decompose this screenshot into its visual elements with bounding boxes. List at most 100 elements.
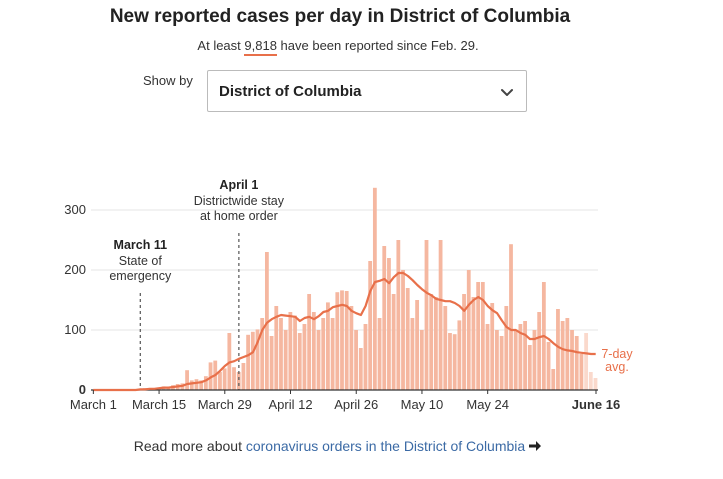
show-by-label: Show by (143, 73, 193, 88)
bar (551, 369, 556, 390)
bar (471, 297, 476, 390)
summary-suffix: have been reported since Feb. 29. (276, 38, 479, 53)
bar (433, 297, 438, 390)
annotation-text: State of (119, 254, 163, 268)
chevron-down-icon (501, 89, 513, 96)
bar (222, 368, 227, 390)
bar (504, 306, 509, 390)
bar (560, 321, 565, 390)
bar (349, 306, 354, 390)
bar (166, 387, 171, 390)
bar (344, 291, 349, 390)
bar (452, 334, 457, 390)
line-label: 7-day (601, 347, 633, 361)
x-tick-label: March 15 (132, 397, 186, 412)
bar (363, 324, 368, 390)
bar (457, 320, 462, 390)
bar (593, 378, 598, 390)
bar (185, 370, 189, 390)
bar (527, 345, 532, 390)
summary-prefix: At least (197, 38, 245, 53)
bar (410, 318, 415, 390)
annotation-title: April 1 (219, 178, 258, 192)
bar (372, 187, 377, 390)
region-select-value: District of Columbia (219, 83, 362, 100)
region-select[interactable]: District of Columbia (207, 70, 527, 112)
x-tick-label: March 29 (198, 397, 252, 412)
bar (480, 282, 485, 390)
y-tick-label: 0 (79, 382, 86, 397)
bar (448, 333, 452, 390)
chart-title: New reported cases per day in District o… (109, 6, 571, 27)
bar (391, 294, 396, 390)
bar (490, 303, 495, 390)
bar (368, 261, 373, 390)
bar (203, 376, 208, 390)
annotation-title: March 11 (114, 238, 168, 252)
annotation-text: emergency (109, 269, 172, 283)
bar (509, 244, 513, 390)
x-tick-label: May 24 (466, 397, 509, 412)
bar (250, 331, 255, 390)
bar (297, 333, 302, 390)
x-tick-label: April 12 (268, 397, 312, 412)
bar (199, 380, 204, 390)
bar (574, 336, 579, 390)
bar (208, 362, 213, 390)
bar (546, 342, 551, 390)
bar (466, 270, 471, 390)
annotation-text: Districtwide stay (194, 194, 285, 208)
cases-summary: At least 9,818 have been reported since … (0, 38, 676, 56)
bar (279, 318, 283, 390)
bar (387, 258, 391, 390)
bar (405, 288, 410, 390)
bar (269, 336, 274, 390)
bar (382, 246, 387, 390)
bar (499, 336, 504, 390)
x-tick-label: May 10 (401, 397, 444, 412)
footer: Read more about coronavirus orders in th… (0, 438, 676, 454)
x-tick-label: March 1 (70, 397, 117, 412)
bar (260, 318, 265, 390)
bar (246, 334, 251, 390)
bar (330, 318, 335, 390)
bar (415, 300, 420, 390)
bar (302, 324, 307, 390)
bar (358, 348, 363, 390)
bar (396, 240, 401, 390)
bar (335, 292, 340, 390)
y-tick-label: 200 (64, 262, 86, 277)
bar (241, 363, 246, 390)
annotation-text: at home order (200, 209, 278, 223)
footer-text: Read more about (133, 438, 246, 454)
bar (495, 330, 499, 390)
bar (513, 330, 518, 390)
seven-day-average-line (93, 271, 596, 392)
arrow-right-icon[interactable] (528, 439, 542, 453)
x-tick-label: April 26 (334, 397, 378, 412)
line-label: avg. (605, 360, 629, 374)
bar (236, 372, 241, 390)
bar (584, 333, 589, 390)
bar (255, 329, 260, 390)
bar (419, 330, 424, 390)
y-tick-label: 100 (64, 322, 86, 337)
bar (232, 367, 236, 390)
bar (340, 290, 344, 390)
bar (311, 312, 316, 390)
y-tick-label: 300 (64, 202, 86, 217)
bar (377, 318, 382, 390)
bar (424, 240, 429, 390)
bar (485, 324, 490, 390)
bar (556, 309, 560, 390)
bar (264, 252, 269, 390)
x-tick-label: June 16 (572, 397, 620, 412)
bar (443, 306, 448, 390)
orders-link[interactable]: coronavirus orders in the District of Co… (245, 438, 526, 454)
bar (189, 380, 194, 390)
bar (274, 306, 279, 390)
bar (462, 294, 466, 390)
bar (518, 324, 523, 390)
bar (288, 312, 293, 390)
bar (326, 302, 330, 390)
